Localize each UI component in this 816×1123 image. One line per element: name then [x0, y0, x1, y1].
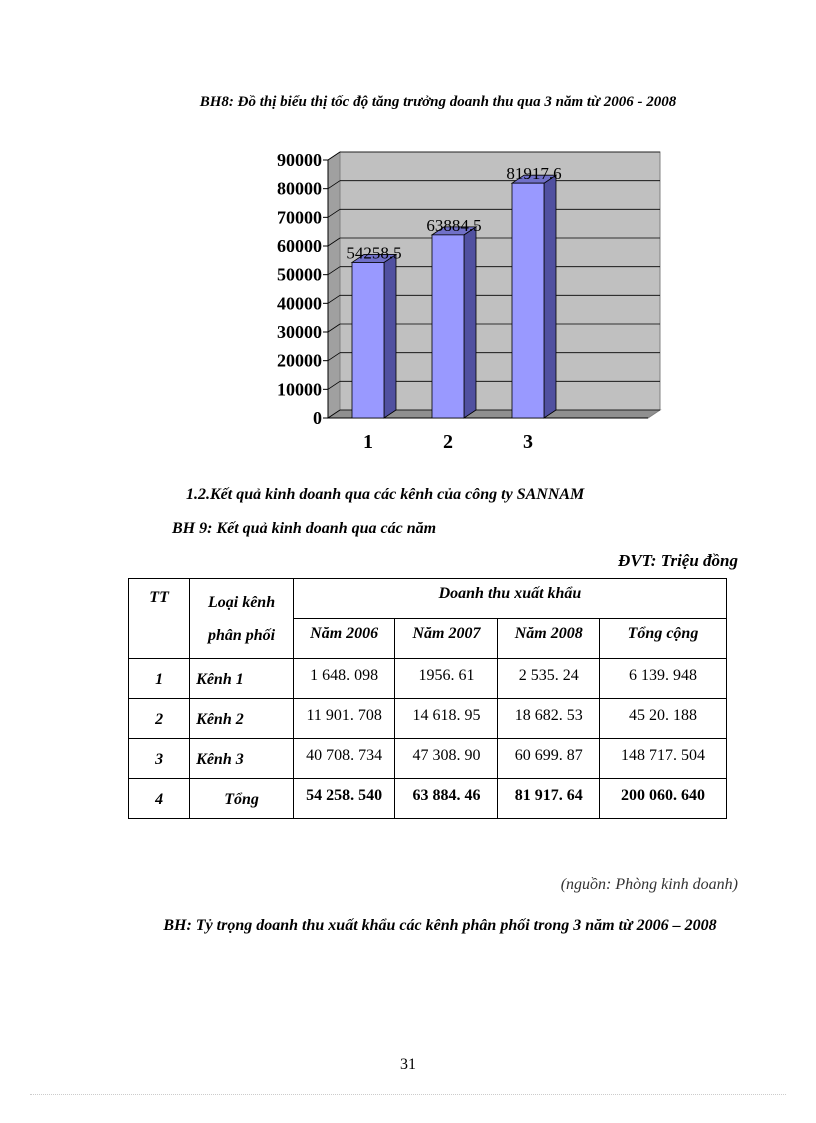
table-cell: 3 — [127, 738, 191, 779]
y-tick-label: 30000 — [277, 322, 322, 342]
table-row: 4 Tổng 54 258. 540 63 884. 46 81 917. 64 200 … — [127, 778, 728, 819]
table-cell: 14 618. 95 — [394, 698, 499, 739]
table-cell: 40 708. 734 — [292, 738, 396, 779]
value-label: 81917.6 — [506, 164, 561, 183]
y-tick-label: 50000 — [277, 265, 322, 285]
table-cell: 4 — [127, 778, 191, 819]
y-tick-label: 90000 — [277, 150, 322, 170]
table-cell: 11 901. 708 — [292, 698, 396, 739]
x-tick-label: 1 — [363, 431, 373, 453]
unit-label: ĐVT: Triệu đồng — [618, 551, 738, 570]
table-cell: Năm 2007 — [394, 618, 499, 659]
value-label: 63884.5 — [426, 216, 481, 235]
table-row: 3 Kênh 3 40 708. 734 47 308. 90 60 699. 87 14… — [127, 738, 728, 779]
source-note: (nguồn: Phòng kinh doanh) — [560, 876, 738, 893]
table-cell: 6 139. 948 — [598, 658, 728, 699]
bar — [351, 262, 385, 419]
grid-line-side — [327, 295, 341, 304]
table-cell: Tổng cộng — [598, 618, 728, 659]
value-label: 54258.5 — [346, 243, 401, 262]
table-cell: Kênh 3 — [189, 738, 294, 779]
chart-title: BH8: Đồ thị biểu thị tốc độ tăng trưởng … — [199, 94, 677, 110]
grid-line-side — [327, 381, 341, 390]
bar — [431, 234, 465, 419]
table-cell: TT — [127, 578, 191, 659]
y-tick-label: 60000 — [277, 236, 322, 256]
section-heading: 1.2.Kết quả kinh doanh qua các kênh của … — [186, 486, 585, 503]
data-table: TT Loại kênh phân phối Doanh thu xuất khẩu… — [127, 578, 728, 819]
table-cell: Doanh thu xuất khẩu — [292, 578, 728, 619]
table-cell: 1956. 61 — [394, 658, 499, 699]
table-cell: Kênh 2 — [189, 698, 294, 739]
grid-line-side — [327, 209, 341, 218]
table-caption: BH 9: Kết quả kinh doanh qua các năm — [172, 520, 437, 537]
bar-side — [383, 253, 397, 419]
grid-line-side — [327, 266, 341, 275]
table-cell: 18 682. 53 — [497, 698, 600, 739]
table-cell: 148 717. 504 — [598, 738, 728, 779]
chart: 0 10000 20000 30000 40000 50000 60000 70000 8000… — [277, 150, 662, 453]
footer-caption: BH: Tỷ trọng doanh thu xuất khẩu các kên… — [163, 917, 717, 934]
grid-line-side — [327, 352, 341, 361]
table-cell: 47 308. 90 — [394, 738, 499, 779]
grid-line-side — [327, 151, 341, 161]
table-cell: 45 20. 188 — [598, 698, 728, 739]
table-cell: 2 535. 24 — [497, 658, 600, 699]
table-cell: 1 — [127, 658, 191, 699]
x-tick-label: 3 — [523, 431, 533, 453]
grid-line-side — [327, 237, 341, 247]
table-cell: 2 — [127, 698, 191, 739]
bar-side — [463, 226, 477, 419]
grid-line-side — [327, 323, 341, 333]
grid-line-side — [327, 180, 341, 189]
y-tick-label: 70000 — [277, 207, 322, 227]
table-cell: Năm 2008 — [497, 618, 600, 659]
x-tick-label: 2 — [443, 431, 453, 453]
page-number: 31 — [400, 1056, 416, 1073]
grid-line-side — [327, 409, 341, 419]
table-row: TT Loại kênh phân phối Doanh thu xuất khẩu — [127, 578, 728, 659]
table-cell: 60 699. 87 — [497, 738, 600, 779]
y-tick-label: 80000 — [277, 179, 322, 199]
y-tick-label: 40000 — [277, 293, 322, 313]
y-tick-label: 10000 — [277, 379, 322, 399]
table-cell: Kênh 1 — [189, 658, 294, 699]
table-cell: 63 884. 46 — [394, 778, 499, 819]
table-cell: 200 060. 640 — [598, 778, 728, 819]
table-cell: Tổng — [189, 778, 294, 819]
table-row: 2 Kênh 2 11 901. 708 14 618. 95 18 682. 53 45… — [127, 698, 728, 739]
table-cell: 54 258. 540 — [292, 778, 396, 819]
table-cell: Năm 2006 — [292, 618, 396, 659]
side-wall — [327, 151, 341, 419]
table-cell: Loại kênh phân phối — [189, 578, 294, 659]
table-row: Năm 2006 Năm 2007 Năm 2008 Tổng cộng — [129, 618, 728, 659]
bar-side — [543, 174, 557, 419]
y-tick-label: 0 — [313, 408, 322, 428]
page-separator — [30, 1094, 786, 1095]
table-cell: 81 917. 64 — [497, 778, 600, 819]
table-cell: 1 648. 098 — [292, 658, 396, 699]
y-tick-label: 20000 — [277, 351, 322, 371]
bar — [511, 182, 545, 419]
